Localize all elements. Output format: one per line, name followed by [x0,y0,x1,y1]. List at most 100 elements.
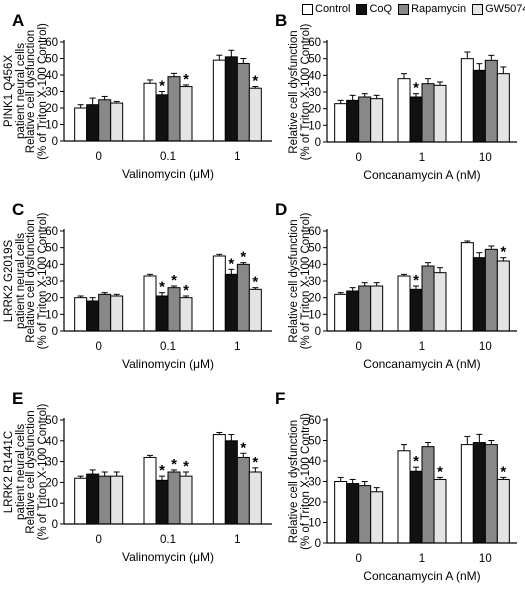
y-tick-label: 60 [308,415,321,427]
panel-letter: E [12,389,23,408]
y-tick-label: 60 [45,37,58,49]
bar-control [74,297,88,332]
bar-gw5074 [110,295,124,332]
y-tick-label: 50 [308,54,321,66]
y-tick-label: 30 [45,457,58,469]
y-tick-label: 60 [45,226,58,238]
x-tick-label: 1 [419,341,425,353]
bar-control [460,444,474,544]
bar-rapamycin [484,248,498,332]
bar-coq [409,470,423,544]
bar-control [212,434,226,525]
x-tick-label: 1 [234,341,240,353]
y-tick-label: 30 [308,477,321,489]
y-tick-label: 10 [308,309,321,321]
y-tick-label: 20 [308,293,321,305]
significance-marker: * [500,244,506,261]
x-tick-label: 0.1 [160,151,176,163]
x-tick-label: 0 [355,553,361,565]
legend-swatch-gw5074 [472,3,484,15]
bar-coq [155,479,169,525]
y-tick-label: 0 [52,519,58,531]
bar-gw5074 [248,288,262,332]
legend-item-coq: CoQ [356,3,392,15]
x-axis-title: Concanamycin A (nM) [363,357,480,371]
bar-gw5074 [110,475,124,525]
panel-letter: C [12,200,24,219]
significance-marker: * [500,463,506,480]
panel-letter: B [275,11,287,30]
bar-rapamycin [358,485,372,544]
significance-marker: * [252,274,258,291]
significance-marker: * [240,249,246,266]
y-axis-title-line1: Relative cell dysfunction [25,30,37,153]
y-axis-title-line1: Relative cell dysfunction [288,420,300,543]
significance-marker: * [183,458,189,475]
bar-control [334,103,348,143]
x-tick-label: 0 [355,341,361,353]
bar-rapamycin [167,471,181,525]
bar-coq [346,99,360,143]
bar-rapamycin [421,83,435,143]
y-axis-title-line2: (% of Triton X-100 Control) [300,23,312,160]
bar-control [143,456,157,525]
y-tick-label: 0 [52,136,58,148]
x-tick-label: 1 [234,534,240,546]
legend-label-rapamycin: Rapamycin [411,3,467,15]
bar-control [334,293,348,332]
bar-rapamycin [358,96,372,143]
y-tick-label: 10 [308,518,321,530]
y-tick-label: 0 [315,326,321,338]
bar-gw5074 [433,84,447,143]
bar-rapamycin [236,456,250,525]
y-tick-label: 50 [308,436,321,448]
significance-marker: * [183,71,189,88]
y-tick-label: 30 [45,87,58,99]
bar-rapamycin [484,444,498,544]
bar-rapamycin [98,99,112,142]
y-tick-label: 40 [45,259,58,271]
y-tick-label: 10 [45,498,58,510]
y-tick-label: 10 [308,120,321,132]
row-label-line2: patient neural cells [15,424,27,520]
x-tick-label: 1 [234,151,240,163]
y-tick-label: 20 [45,477,58,489]
legend-item-control: Control [302,3,350,15]
x-tick-label: 1 [419,152,425,164]
bar-control [460,58,474,143]
bar-control [460,242,474,332]
x-tick-label: 10 [479,341,492,353]
row-label-line1: LRRK2 G2019S [3,239,15,322]
legend-swatch-coq [356,3,368,15]
y-tick-label: 20 [45,103,58,115]
bar-control [212,59,226,142]
bar-rapamycin [98,475,112,525]
row-label-line2: patient neural cells [15,43,27,139]
bar-coq [409,96,423,143]
y-axis-title-line1: Relative cell dysfunction [25,410,37,533]
legend-swatch-control [302,3,313,15]
bar-gw5074 [110,102,124,142]
significance-marker: * [240,439,246,456]
x-axis-title: Valinomycin (μM) [122,357,214,371]
bar-control [143,275,157,332]
x-tick-label: 0.1 [160,534,176,546]
x-axis-title: Concanamycin A (nM) [363,569,480,583]
legend: Control CoQ Rapamycin GW5074 [302,1,525,17]
y-tick-label: 30 [308,276,321,288]
bar-gw5074 [179,475,193,525]
bar-gw5074 [496,260,510,332]
legend-item-gw5074: GW5074 [472,3,525,15]
row-label-line1: PINK1 Q456X [3,55,15,128]
bar-coq [409,288,423,332]
bar-control [212,255,226,332]
bar-gw5074 [433,478,447,544]
legend-item-rapamycin: Rapamycin [398,3,466,15]
bar-rapamycin [421,446,435,544]
y-tick-label: 0 [52,326,58,338]
